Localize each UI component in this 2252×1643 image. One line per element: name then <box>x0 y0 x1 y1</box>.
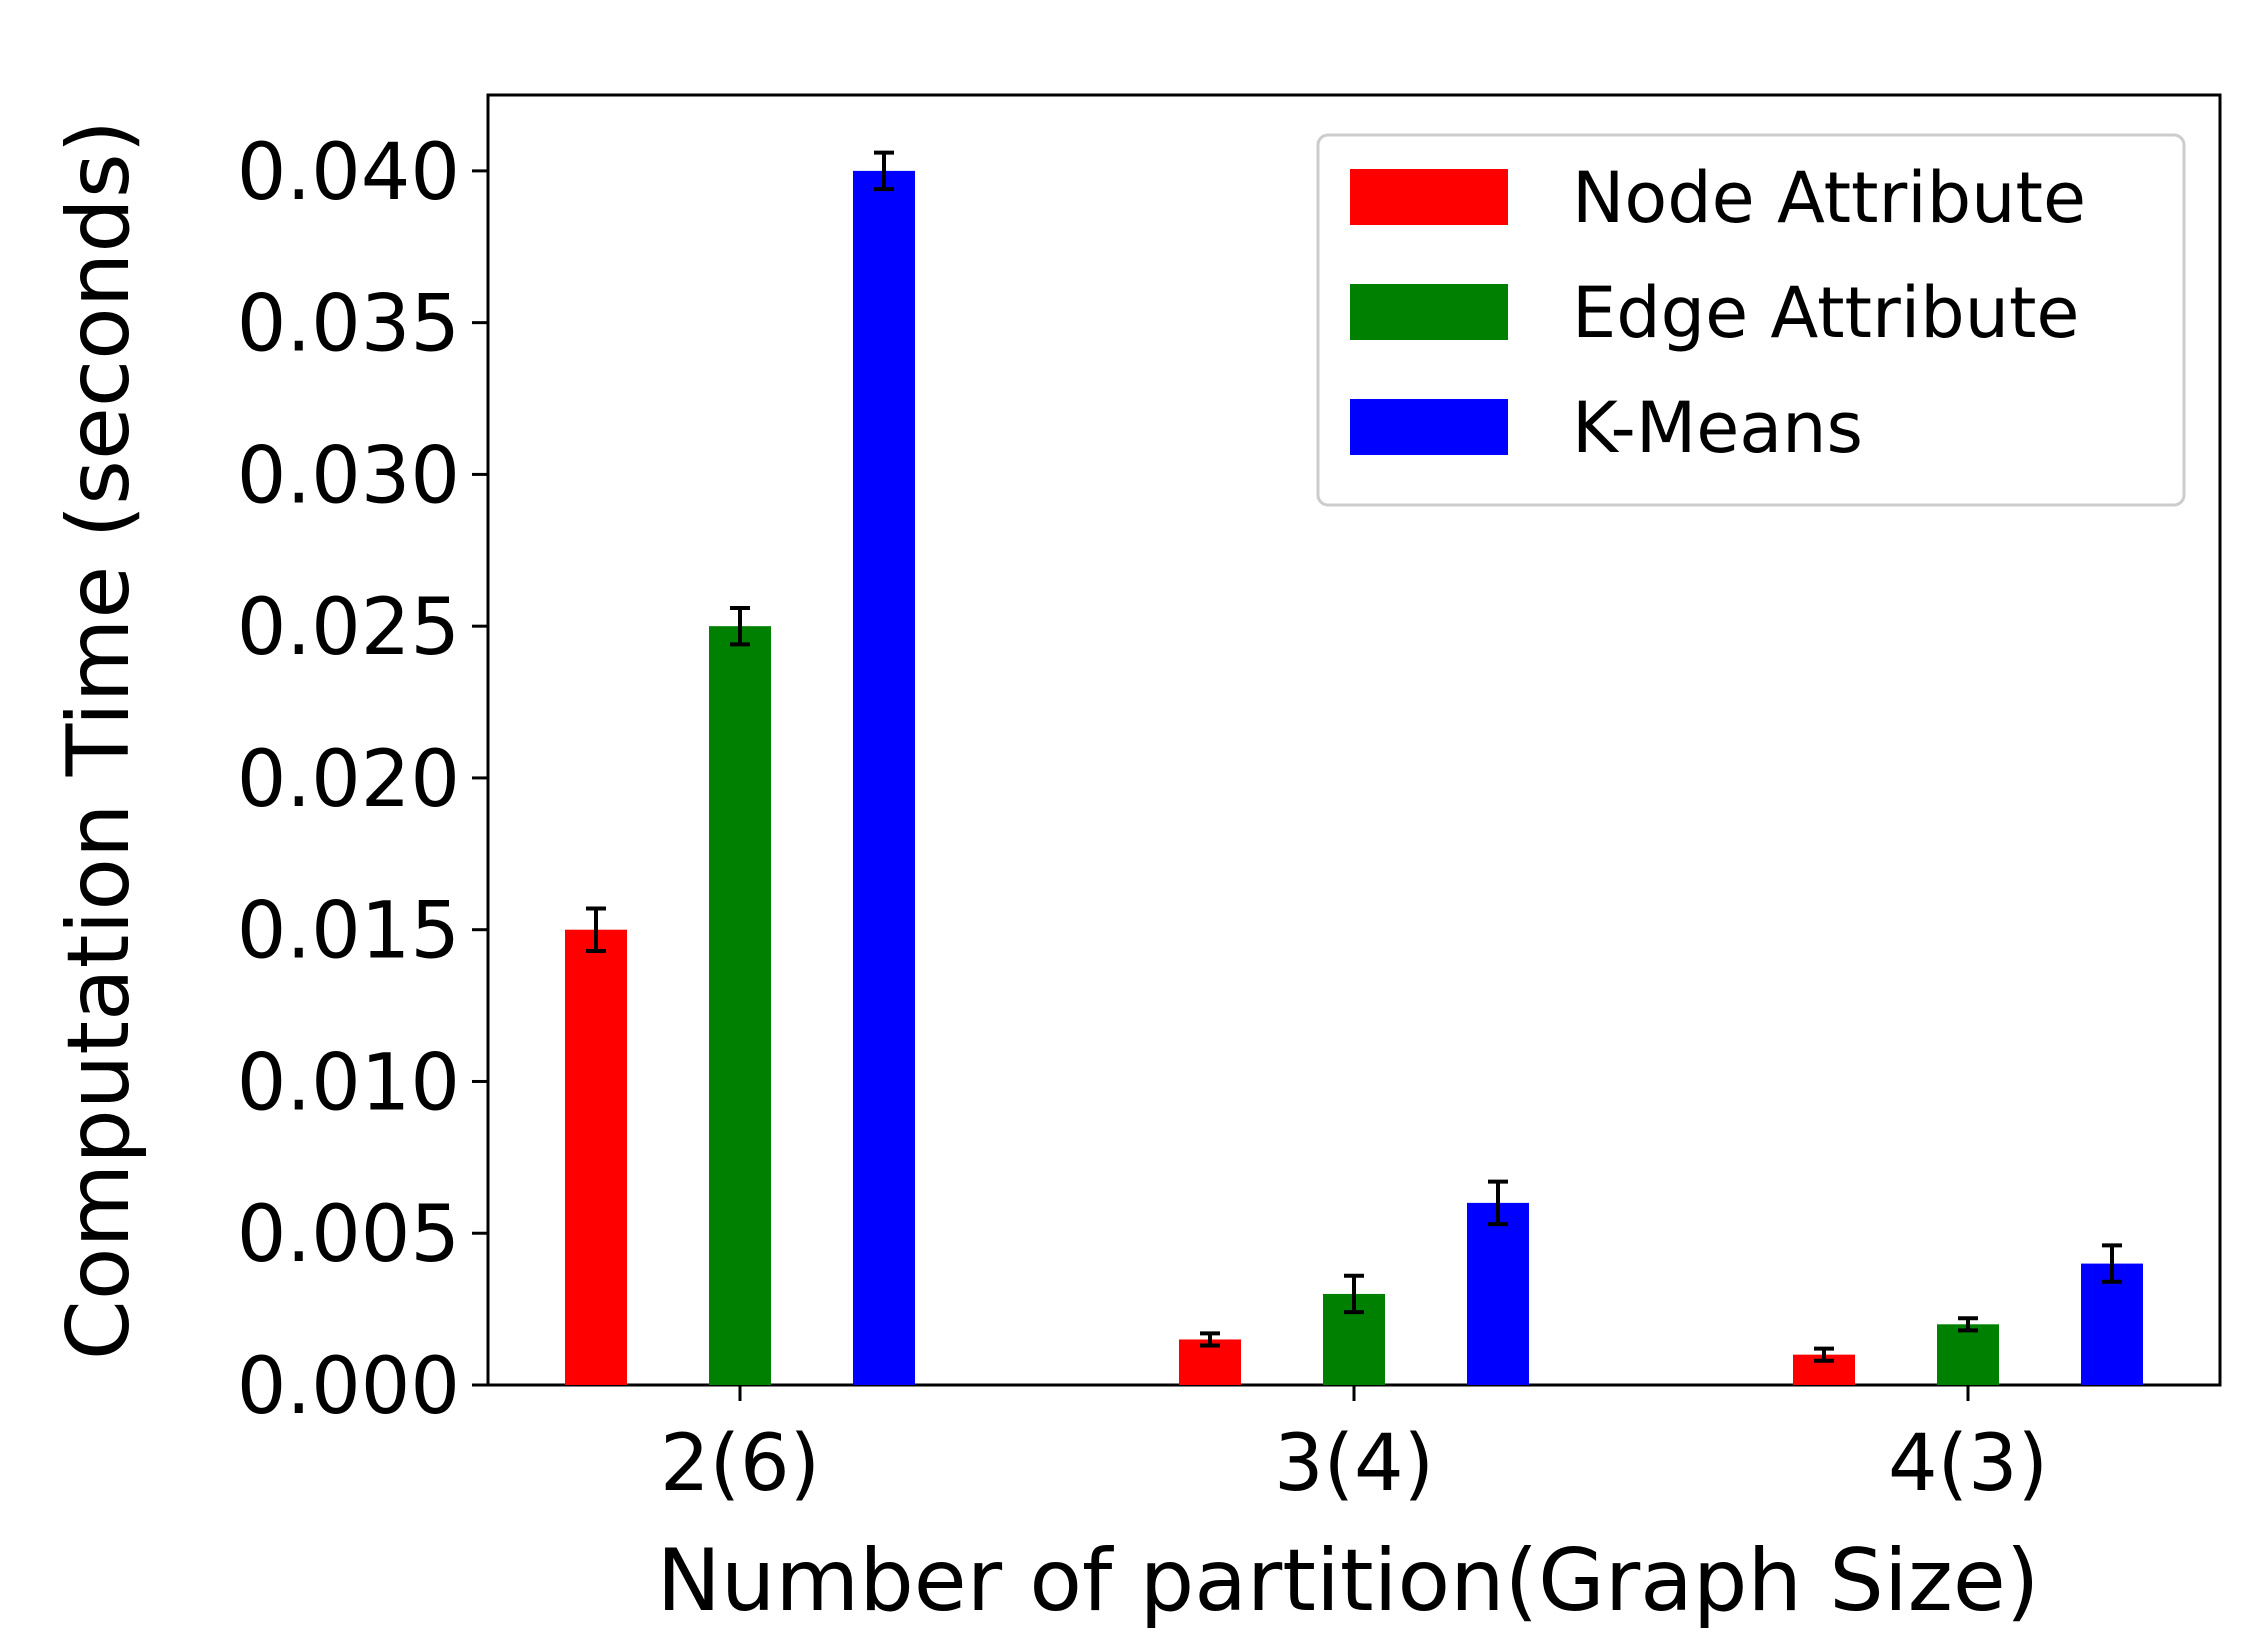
y-tick-label: 0.040 <box>237 128 460 218</box>
y-tick-label: 0.005 <box>237 1190 460 1280</box>
error-bars-group <box>586 150 2122 1363</box>
legend-label: Edge Attribute <box>1572 272 2080 354</box>
y-axis-title: Computation Time (seconds) <box>49 120 149 1360</box>
y-tick-label: 0.020 <box>237 735 460 825</box>
y-tick-label: 0.030 <box>237 431 460 521</box>
bar <box>1937 1324 1999 1385</box>
legend-label: K-Means <box>1572 387 1863 469</box>
legend-swatch <box>1350 284 1508 340</box>
y-tick-label: 0.025 <box>237 583 460 673</box>
legend: Node Attribute Edge Attribute K-Means <box>1316 133 2186 507</box>
x-axis: 2(6) 3(4) 4(3) <box>660 1385 2048 1509</box>
bar <box>853 170 915 1386</box>
bar <box>565 929 627 1385</box>
bar <box>2081 1263 2143 1385</box>
y-tick-label: 0.000 <box>237 1342 460 1432</box>
x-axis-title: Number of partition(Graph Size) <box>657 1531 2040 1631</box>
y-tick-label: 0.035 <box>237 280 460 370</box>
x-tick-label: 4(3) <box>1888 1419 2048 1509</box>
x-tick-label: 3(4) <box>1274 1419 1434 1509</box>
legend-swatch <box>1350 399 1508 455</box>
bars-group <box>565 170 2143 1386</box>
y-tick-label: 0.015 <box>237 887 460 977</box>
y-tick-label: 0.010 <box>237 1038 460 1128</box>
x-tick-label: 2(6) <box>660 1419 820 1509</box>
y-axis: 0.000 0.005 0.010 0.015 0.020 0.025 0.030 0.035… <box>237 128 488 1432</box>
legend-box <box>1316 133 2186 507</box>
legend-label: Node Attribute <box>1572 157 2086 239</box>
legend-swatch <box>1350 169 1508 225</box>
bar <box>1467 1202 1529 1385</box>
bar <box>709 626 771 1385</box>
